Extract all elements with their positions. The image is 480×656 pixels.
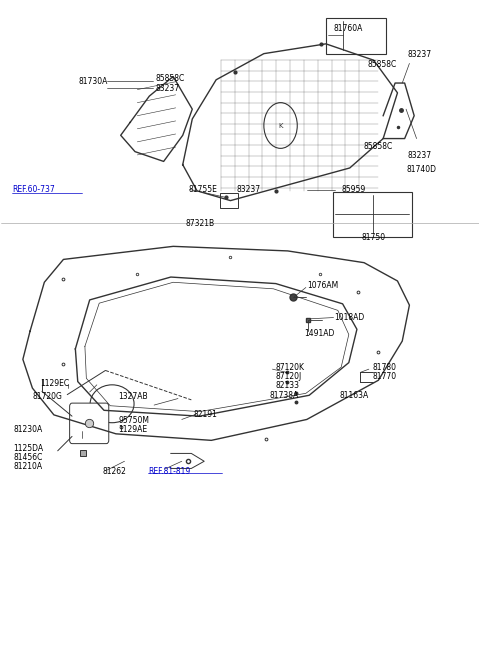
Text: 81755E: 81755E	[189, 185, 217, 194]
Text: 1129EC: 1129EC	[40, 379, 70, 388]
Text: 83237: 83237	[408, 51, 432, 60]
Text: 1327AB: 1327AB	[118, 392, 148, 401]
Text: 1076AM: 1076AM	[307, 281, 338, 290]
FancyBboxPatch shape	[333, 192, 412, 237]
Text: 81262: 81262	[103, 466, 126, 476]
Text: 81780: 81780	[372, 363, 396, 372]
Text: 83237: 83237	[156, 85, 180, 93]
Text: 81720G: 81720G	[33, 392, 62, 401]
FancyBboxPatch shape	[326, 18, 385, 54]
Text: 81730A: 81730A	[79, 77, 108, 85]
Text: 95750M: 95750M	[118, 417, 149, 425]
Text: 82191: 82191	[193, 410, 217, 419]
Text: 1129AE: 1129AE	[118, 425, 147, 434]
Text: 81740D: 81740D	[406, 165, 436, 174]
Text: 85959: 85959	[341, 185, 365, 194]
Text: 81750: 81750	[362, 234, 386, 242]
Text: REF.81-819: REF.81-819	[148, 466, 191, 476]
Text: 87321B: 87321B	[185, 219, 214, 228]
Text: 81770: 81770	[372, 372, 397, 381]
Text: 83237: 83237	[236, 185, 260, 194]
Text: 81760A: 81760A	[333, 24, 362, 33]
Text: 81210A: 81210A	[13, 462, 42, 471]
Text: K: K	[278, 123, 283, 129]
Text: 87120J: 87120J	[276, 372, 302, 381]
Ellipse shape	[90, 385, 134, 422]
Text: 87120K: 87120K	[276, 363, 305, 372]
Text: 81738A: 81738A	[270, 391, 299, 400]
Text: 81163A: 81163A	[339, 391, 369, 400]
FancyBboxPatch shape	[70, 403, 109, 443]
Text: 85858C: 85858C	[363, 142, 392, 151]
Text: 83237: 83237	[408, 151, 432, 160]
Text: 82133: 82133	[276, 381, 300, 390]
FancyBboxPatch shape	[220, 193, 238, 209]
Text: 1491AD: 1491AD	[304, 329, 335, 338]
Text: 81230A: 81230A	[13, 425, 43, 434]
Text: 81456C: 81456C	[13, 453, 43, 462]
Text: 85858C: 85858C	[156, 74, 185, 83]
Text: 1125DA: 1125DA	[13, 443, 44, 453]
Text: REF.60-737: REF.60-737	[12, 185, 55, 194]
Text: 1018AD: 1018AD	[335, 313, 365, 322]
Text: 85858C: 85858C	[368, 60, 397, 69]
